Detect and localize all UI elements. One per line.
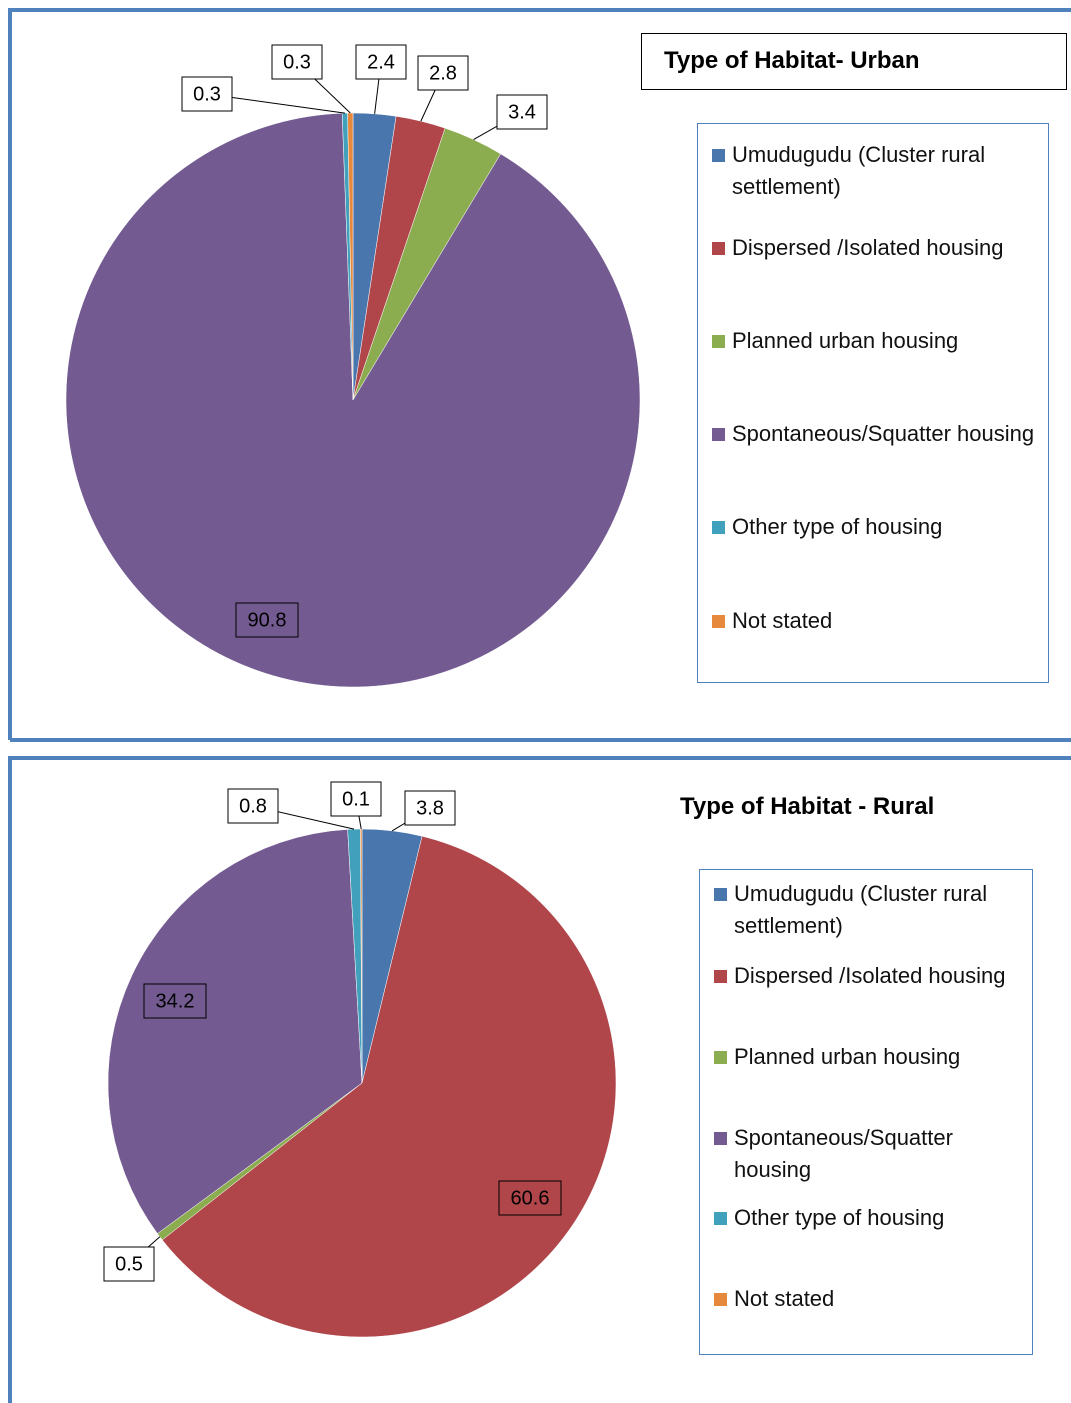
data-label: 90.8 xyxy=(248,609,287,631)
legend-item: Spontaneous/Squatter housing xyxy=(712,1122,1026,1186)
legend-item: Not stated xyxy=(712,1283,1026,1315)
legend-swatch xyxy=(712,428,725,441)
label-box xyxy=(496,94,548,130)
legend-swatch xyxy=(714,1132,727,1145)
legend-swatch xyxy=(714,1212,727,1225)
data-label: 3.8 xyxy=(416,797,444,819)
data-label: 34.2 xyxy=(156,990,195,1012)
legend-label: Not stated xyxy=(732,608,833,633)
panel-frame xyxy=(8,756,1071,1403)
data-label: 60.6 xyxy=(511,1187,550,1209)
legend-label: Other type of housing xyxy=(734,1205,945,1230)
legend-swatch xyxy=(712,335,725,348)
legend-item: Other type of housing xyxy=(710,511,1042,543)
label-box xyxy=(227,788,279,824)
legend-item: Dispersed /Isolated housing xyxy=(712,960,1026,992)
legend-swatch xyxy=(712,149,725,162)
label-box xyxy=(143,983,207,1019)
pie-slice xyxy=(65,112,641,688)
label-box xyxy=(417,55,469,91)
legend-item: Other type of housing xyxy=(712,1202,1026,1234)
data-label: 0.1 xyxy=(342,788,370,810)
label-box xyxy=(355,44,407,80)
panel-frame xyxy=(8,8,1071,742)
label-box xyxy=(103,1246,155,1282)
label-box xyxy=(235,602,299,638)
label-box xyxy=(498,1180,562,1216)
legend-item: Not stated xyxy=(710,605,1042,637)
legend-label: Dispersed /Isolated housing xyxy=(732,235,1004,260)
legend-label: Planned urban housing xyxy=(732,328,959,353)
legend-swatch xyxy=(712,615,725,628)
legend-item: Planned urban housing xyxy=(712,1041,1026,1073)
legend-swatch xyxy=(712,242,725,255)
label-box xyxy=(271,44,323,80)
legend-label: Planned urban housing xyxy=(734,1044,961,1069)
pie-slice xyxy=(161,835,617,1338)
legend-item: Umudugudu (Cluster rural settlement) xyxy=(710,139,1042,203)
legend-swatch xyxy=(714,1293,727,1306)
data-label: 2.4 xyxy=(367,51,395,73)
legend-item: Dispersed /Isolated housing xyxy=(710,232,1042,264)
legend-label: Not stated xyxy=(734,1286,835,1311)
chart-title: Type of Habitat - Rural xyxy=(680,793,935,820)
label-box xyxy=(181,76,233,112)
legend-swatch xyxy=(714,888,727,901)
legend-item: Umudugudu (Cluster rural settlement) xyxy=(712,878,1026,942)
data-label: 0.5 xyxy=(115,1253,143,1275)
legend-label: Dispersed /Isolated housing xyxy=(734,963,1006,988)
label-box xyxy=(330,781,382,817)
legend: Umudugudu (Cluster rural settlement) Disp… xyxy=(699,869,1033,1355)
data-label: 0.3 xyxy=(283,51,311,73)
label-box xyxy=(404,790,456,826)
legend-label: Spontaneous/Squatter housing xyxy=(732,421,1035,446)
data-label: 0.3 xyxy=(193,83,221,105)
legend-item: Planned urban housing xyxy=(710,325,1042,357)
data-label: 0.8 xyxy=(239,795,267,817)
legend-label: Other type of housing xyxy=(732,514,943,539)
legend-swatch xyxy=(714,1051,727,1064)
data-label: 3.4 xyxy=(508,101,536,123)
legend-item: Spontaneous/Squatter housing xyxy=(710,418,1042,450)
data-label: 2.8 xyxy=(429,62,457,84)
legend-swatch xyxy=(712,521,725,534)
pie-slice xyxy=(107,829,363,1234)
legend-label: Umudugudu (Cluster rural settlement) xyxy=(734,881,988,938)
legend-label: Umudugudu (Cluster rural settlement) xyxy=(732,142,986,199)
legend-swatch xyxy=(714,970,727,983)
legend: Umudugudu (Cluster rural settlement) Disp… xyxy=(697,123,1049,683)
legend-label: Spontaneous/Squatter housing xyxy=(734,1125,953,1182)
chart-title: Type of Habitat- Urban xyxy=(641,33,1067,90)
